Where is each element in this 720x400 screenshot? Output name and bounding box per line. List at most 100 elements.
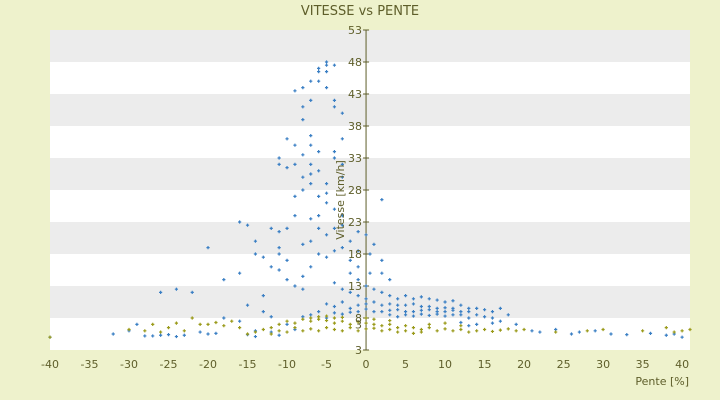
data-point-blue (285, 226, 289, 230)
data-point-blue (380, 290, 384, 294)
data-point-blue (285, 166, 289, 170)
data-point-blue (261, 255, 265, 259)
data-point-blue (435, 298, 439, 302)
data-point-olive (332, 321, 337, 325)
data-point-olive (364, 321, 368, 325)
data-point-blue (309, 182, 313, 186)
data-point-blue (380, 258, 384, 262)
y-tick-label: 23 (348, 216, 362, 229)
data-point-blue (317, 310, 321, 314)
data-point-blue (317, 66, 321, 70)
data-point-blue (301, 188, 305, 192)
data-point-blue (198, 330, 202, 334)
data-point-blue (324, 60, 329, 64)
data-point-olive (585, 329, 589, 333)
data-point-blue (332, 105, 337, 109)
data-point-blue (364, 297, 368, 301)
data-point-blue (238, 220, 242, 224)
data-point-olive (301, 317, 305, 321)
data-point-blue (443, 314, 447, 318)
data-point-olive (372, 322, 376, 326)
data-point-olive (601, 327, 605, 332)
plot-background (50, 30, 690, 350)
data-point-blue (467, 306, 471, 310)
data-point-blue (309, 98, 313, 102)
data-point-blue (324, 63, 329, 67)
data-point-blue (348, 306, 352, 310)
data-point-blue (245, 303, 250, 307)
data-point-blue (332, 311, 337, 315)
x-tick-label: 40 (675, 358, 689, 371)
data-point-blue (482, 308, 487, 312)
data-point-blue (285, 137, 289, 141)
data-point-blue (664, 333, 668, 337)
x-tick-label: -10 (278, 358, 296, 371)
data-point-blue (396, 303, 400, 307)
data-point-blue (475, 313, 479, 317)
data-point-blue (388, 313, 392, 317)
data-point-olive (340, 315, 344, 319)
data-point-blue (277, 268, 281, 272)
x-tick-label: -35 (81, 358, 99, 371)
data-point-blue (411, 314, 416, 318)
data-point-blue (419, 295, 423, 299)
data-point-olive (672, 330, 676, 334)
y-tick-label: 8 (355, 312, 362, 325)
data-point-blue (443, 300, 447, 304)
data-point-blue (159, 333, 163, 337)
data-point-blue (411, 297, 416, 301)
data-point-olive (459, 327, 463, 332)
data-point-blue (348, 290, 352, 294)
data-point-olive (269, 326, 273, 330)
data-point-olive (372, 317, 376, 321)
data-point-blue (427, 297, 431, 301)
data-point-blue (317, 194, 321, 198)
data-point-blue (490, 321, 495, 325)
data-point-olive (467, 330, 471, 334)
data-point-blue (293, 194, 297, 198)
data-point-blue (332, 156, 337, 160)
data-point-blue (301, 153, 305, 157)
x-tick-label: -30 (120, 358, 138, 371)
data-point-blue (498, 306, 502, 310)
data-point-blue (419, 312, 423, 316)
data-point-blue (443, 306, 447, 310)
data-point-blue (324, 201, 329, 205)
data-point-blue (340, 137, 344, 141)
data-point-olive (48, 335, 52, 339)
data-point-olive (309, 327, 313, 331)
y-axis (363, 29, 370, 351)
data-point-blue (443, 310, 447, 314)
data-point-blue (309, 143, 313, 147)
x-tick-label: -15 (239, 358, 257, 371)
data-point-blue (317, 226, 321, 230)
data-point-blue (309, 79, 313, 83)
data-point-olive (443, 327, 447, 331)
data-point-blue (380, 303, 384, 307)
data-point-blue (372, 300, 376, 304)
data-point-blue (332, 207, 337, 211)
grid-band (50, 222, 690, 254)
data-point-blue (324, 233, 329, 237)
data-point-olive (253, 330, 258, 334)
data-point-blue (285, 278, 289, 282)
data-point-olive (506, 327, 510, 331)
data-point-blue (340, 111, 344, 115)
data-point-blue (317, 252, 321, 256)
data-point-blue (451, 313, 455, 317)
data-point-blue (593, 329, 597, 333)
data-point-blue (388, 278, 392, 282)
data-point-olive (411, 326, 416, 330)
data-point-blue (648, 331, 653, 335)
data-point-blue (680, 335, 684, 339)
data-point-blue (340, 175, 344, 179)
data-point-blue (332, 98, 337, 102)
y-tick-label: 48 (348, 56, 362, 69)
data-point-blue (348, 258, 352, 262)
data-point-blue (467, 324, 471, 328)
x-tick-label: -25 (160, 358, 178, 371)
data-point-olive (380, 329, 384, 333)
data-point-blue (459, 303, 463, 307)
data-point-blue (277, 156, 281, 160)
data-point-blue (368, 252, 372, 256)
